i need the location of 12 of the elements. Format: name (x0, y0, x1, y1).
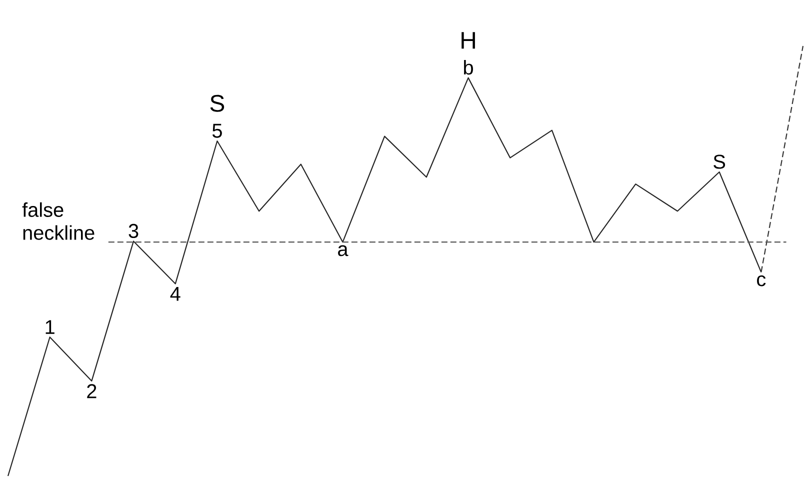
annotation: S (210, 94, 224, 112)
annotation: c (757, 275, 766, 286)
annotation: b (464, 60, 473, 75)
annotation: 4 (170, 286, 180, 301)
annotation: H (462, 32, 475, 49)
annotation: 1 (46, 320, 54, 334)
annotation: a (338, 245, 348, 256)
annotation: 5 (212, 124, 222, 138)
ref-line-label: false neckline (22, 202, 94, 240)
annotation: 3 (128, 224, 138, 238)
annotation: S (714, 154, 726, 169)
annotation: 2 (87, 384, 96, 398)
